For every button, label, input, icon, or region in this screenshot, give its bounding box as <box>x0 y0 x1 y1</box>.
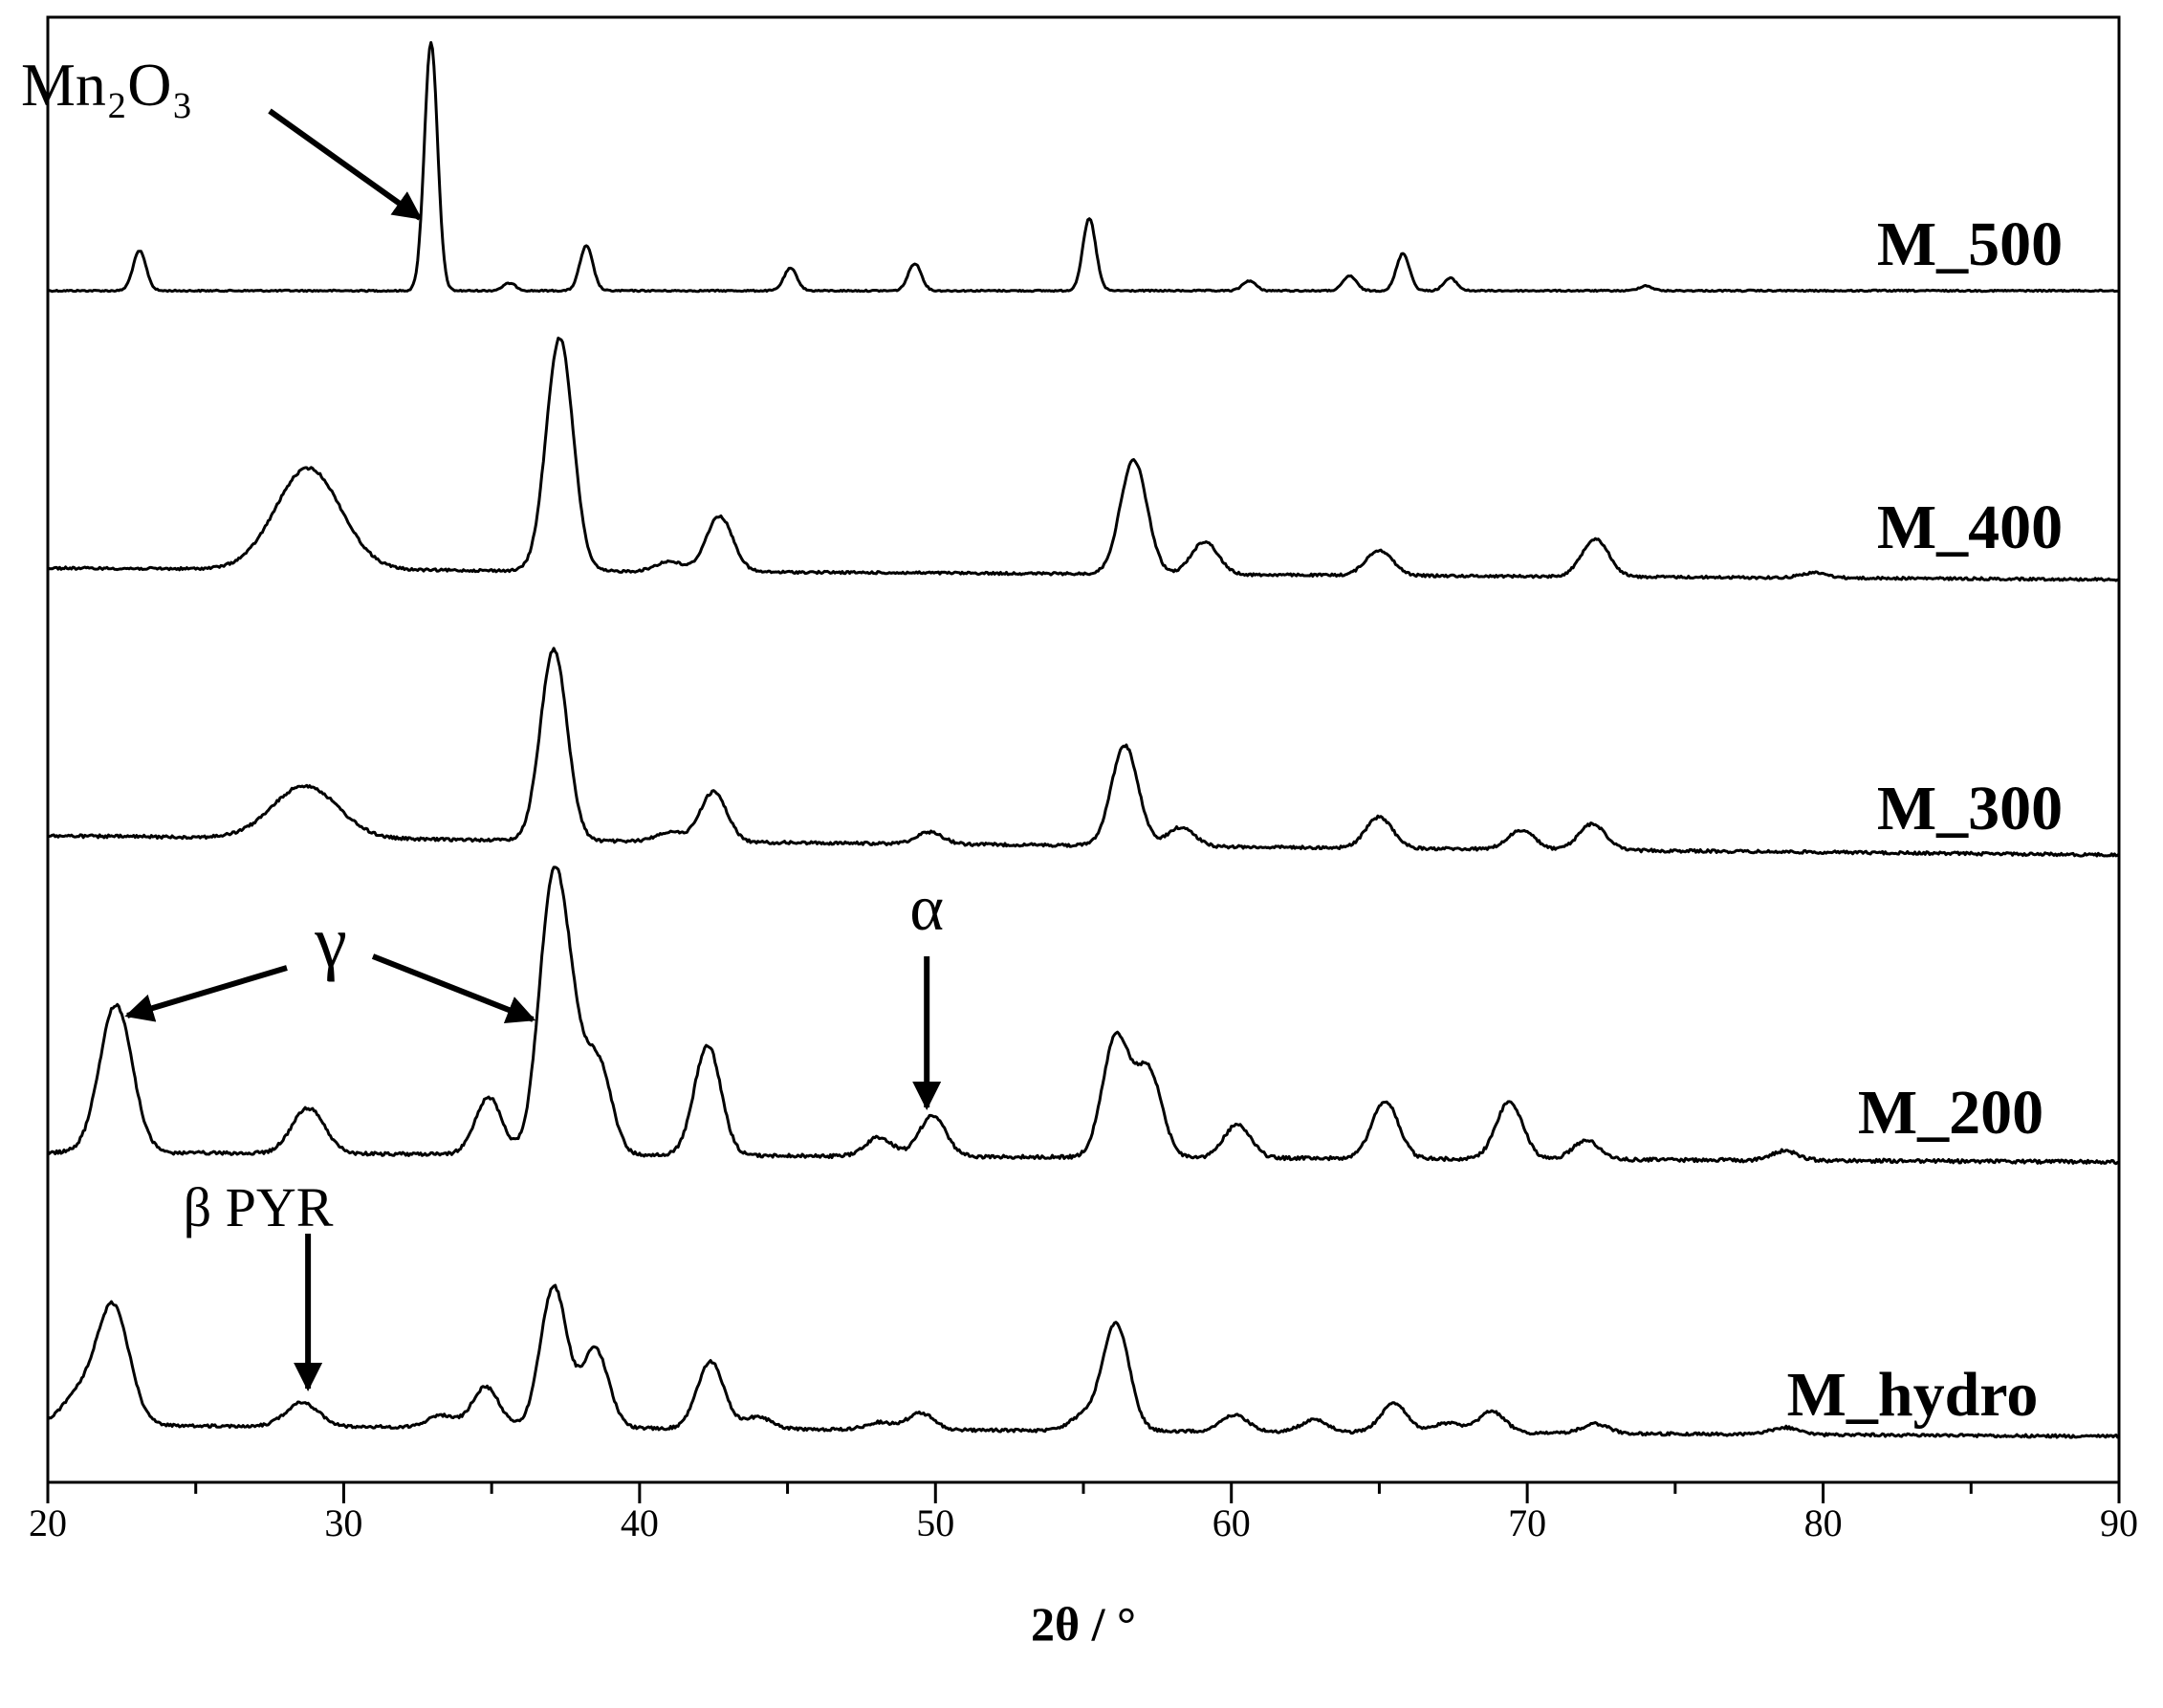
annotations-group: Mn₂O₃ γ α β PYR <box>21 51 944 1391</box>
series-label-m-500: M_500 <box>1877 209 2063 279</box>
trace-m-hydro <box>46 1283 2121 1439</box>
gamma-label: γ <box>314 902 347 982</box>
mn2o3-label: Mn₂O₃ <box>21 51 193 119</box>
x-tick-label: 90 <box>2100 1501 2138 1544</box>
trace-m-500 <box>47 41 2119 294</box>
series-label-m-hydro: M_hydro <box>1787 1360 2039 1430</box>
series-label-m-400: M_400 <box>1877 493 2063 562</box>
series-label-m-300: M_300 <box>1877 774 2063 843</box>
gamma-arrow-right <box>371 953 536 1024</box>
series-labels-group: M_500 M_400 M_300 M_200 M_hydro <box>1787 209 2064 1430</box>
alpha-label: α <box>909 871 944 944</box>
gamma-arrow-left <box>124 965 288 1022</box>
x-axis: 20 30 40 50 60 70 80 90 <box>29 1482 2138 1544</box>
trace-m-400 <box>47 337 2120 582</box>
x-tick-label: 20 <box>29 1501 67 1544</box>
x-tick-label: 30 <box>324 1501 362 1544</box>
trace-m-200 <box>46 865 2120 1166</box>
x-tick-label: 60 <box>1213 1501 1251 1544</box>
beta-pyr-label: β PYR <box>184 1176 334 1238</box>
traces-group <box>46 41 2121 1439</box>
x-tick-label: 40 <box>621 1501 659 1544</box>
x-axis-title: 2θ / ° <box>1031 1597 1136 1651</box>
series-label-m-200: M_200 <box>1858 1078 2043 1148</box>
mn2o3-arrow <box>268 108 423 221</box>
trace-m-300 <box>47 646 2120 858</box>
x-tick-label: 50 <box>916 1501 954 1544</box>
x-tick-label: 70 <box>1508 1501 1546 1544</box>
x-tick-label: 80 <box>1804 1501 1843 1544</box>
